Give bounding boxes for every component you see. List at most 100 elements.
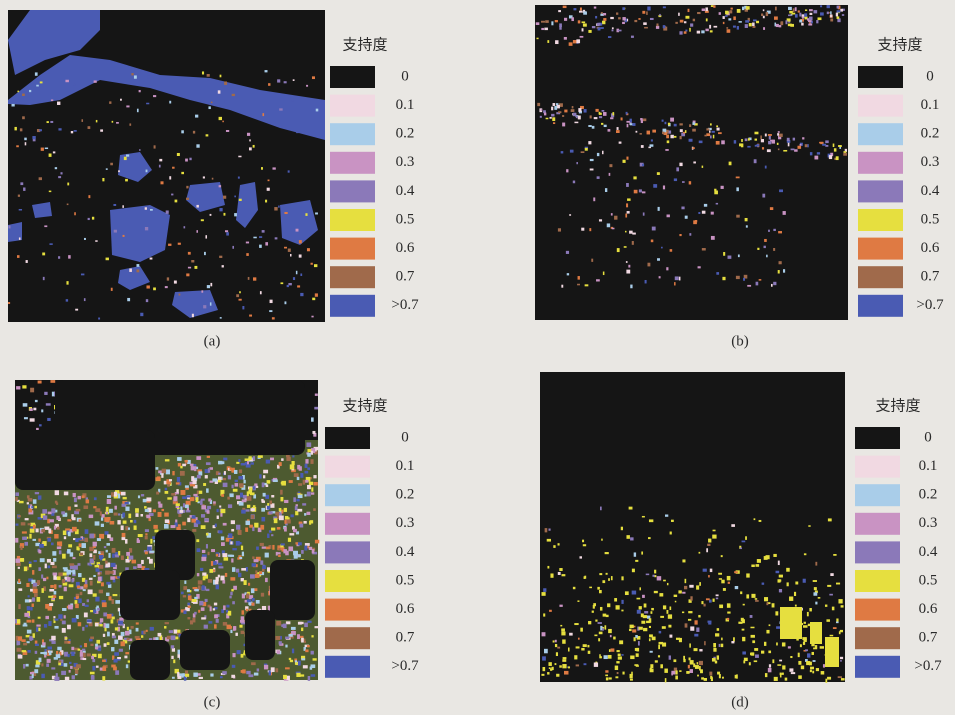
map-pixel [182,522,186,526]
map-pixel [230,541,232,544]
map-pixel [123,520,127,523]
legend-label: >0.7 [916,297,944,313]
map-pixel [23,624,28,626]
map-pixel [177,153,180,156]
map-pixel [188,252,191,255]
map-pixel [250,574,255,578]
map-pixel [561,151,564,153]
map-pixel [67,577,71,582]
map-pixel [674,136,677,138]
map-pixel [626,203,628,207]
map-pixel [614,216,617,220]
map-pixel [685,130,687,133]
map-pixel [42,642,45,645]
map-pixel [238,459,240,462]
map-pixel [239,299,242,301]
map-pixel [26,635,30,637]
map-pixel [135,508,139,513]
map-pixel [35,72,38,75]
map-pixel [214,603,217,606]
map-pixel [574,122,578,124]
map-pixel [126,664,128,668]
map-pixel [810,152,812,155]
map-pixel [93,575,95,577]
map-pixel [567,273,569,275]
map-pixel [627,211,630,214]
map-pixel [641,145,644,148]
map-pixel [638,641,640,645]
map-pixel [584,663,587,665]
map-pixel [139,90,141,92]
map-pixel [688,611,692,613]
map-pixel [130,520,133,523]
map-pixel [186,186,188,189]
map-pixel [629,507,633,510]
map-pixel [207,510,210,513]
map-pixel [622,672,624,675]
map-pixel [669,655,671,659]
map-pixel [825,605,827,607]
map-pixel [191,260,194,262]
map-pixel [298,495,303,498]
map-pixel [717,628,719,631]
map-pixel [626,112,628,115]
map-pixel [660,664,663,668]
figure: 支持度00.10.20.30.40.50.60.7>0.7(a)支持度00.10… [0,0,955,715]
dark-region [245,610,275,660]
map-pixel [309,482,313,485]
map-pixel [94,497,97,500]
map-pixel [223,622,227,626]
map-pixel [745,138,748,141]
map-pixel [742,7,744,11]
map-pixel [680,136,682,139]
map-pixel [145,533,147,535]
map-pixel [654,591,658,593]
map-pixel [769,624,771,626]
map-pixel [192,314,194,317]
map-pixel [136,628,139,632]
map-pixel [76,594,79,596]
legend-swatch [858,95,903,117]
map-pixel [754,660,757,662]
legend-label: 0.7 [396,630,415,646]
map-pixel [196,144,199,147]
map-pixel [101,524,104,527]
map-pixel [728,18,731,20]
map-pixel [89,578,93,580]
map-pixel [562,115,564,117]
map-pixel [103,634,105,637]
map-pixel [315,540,319,544]
map-pixel [196,539,199,542]
map-pixel [256,600,260,604]
map-pixel [714,191,718,195]
map-pixel [808,20,812,22]
map-pixel [204,252,206,255]
map-pixel [210,673,213,676]
map-pixel [144,506,147,509]
map-pixel [685,623,688,627]
map-pixel [589,228,591,231]
map-pixel [38,550,41,553]
map-pixel [241,568,246,571]
map-pixel [608,129,611,132]
map-pixel [716,272,719,275]
map-pixel [68,532,71,536]
map-pixel [207,456,210,458]
map-pixel [722,277,725,280]
map-pixel [582,21,586,23]
map-pixel [708,623,711,625]
map-pixel [105,623,109,628]
map-pixel [706,133,710,136]
map-pixel [102,676,105,680]
map-pixel [174,281,177,284]
map-pixel [249,525,253,528]
map-pixel [281,624,285,627]
map-pixel [751,635,755,638]
map-pixel [94,80,97,82]
map-pixel [15,619,17,624]
dark-region [270,560,315,620]
map-pixel [787,138,790,141]
map-pixel [706,18,708,21]
map-pixel [591,259,593,262]
map-pixel [776,24,779,27]
